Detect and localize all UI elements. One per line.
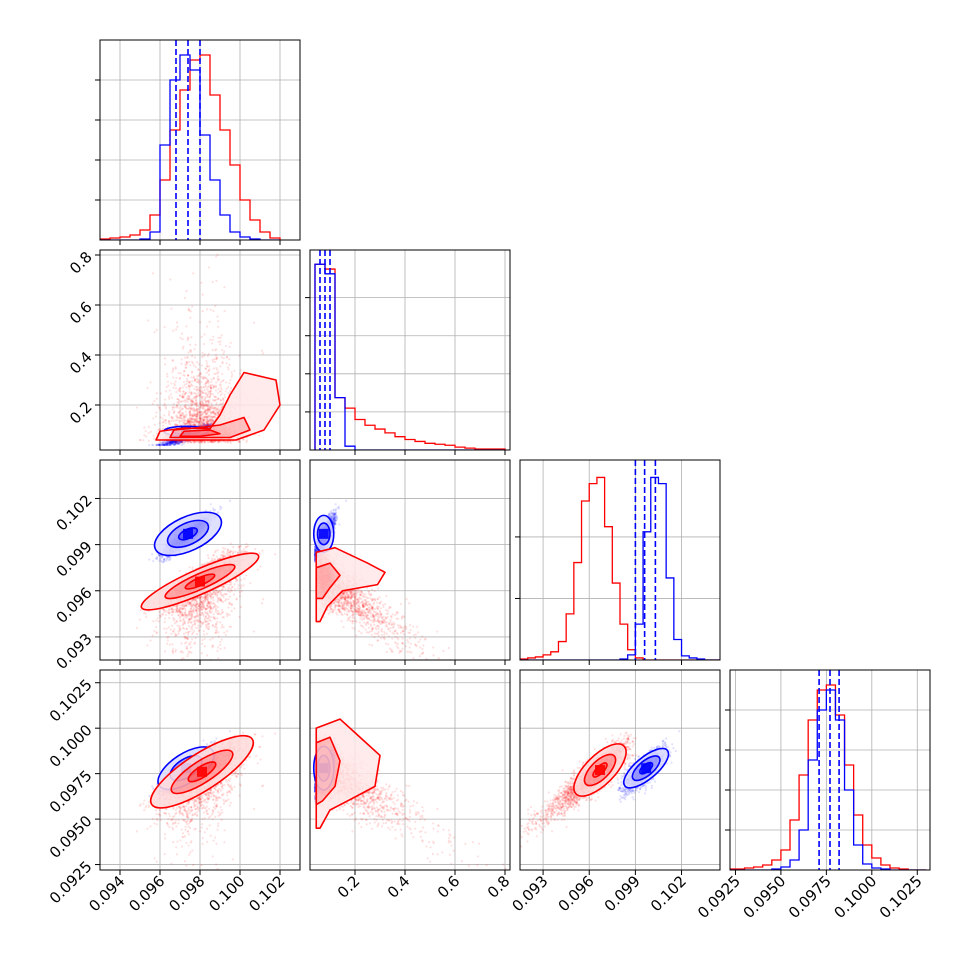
x-tick-label: 0.102: [647, 872, 690, 915]
y-tick-label: 0.099: [53, 538, 96, 581]
contour-line: [169, 416, 251, 439]
y-tick-label: 0.0950: [46, 812, 96, 862]
y-tick-label: 0.6: [66, 298, 96, 328]
density-peak: [641, 763, 652, 774]
contour-line: [315, 736, 341, 806]
contour-fill: [316, 719, 380, 829]
contour-line: [315, 718, 381, 829]
y-tick-label: 0.1025: [46, 676, 96, 726]
x-tick-label: 0.2: [334, 872, 364, 902]
density-peak: [197, 766, 207, 777]
panel-1-0: [95, 249, 301, 455]
density-peak: [183, 528, 193, 539]
panel-3-0: [95, 669, 301, 875]
x-tick-label: 0.4: [384, 872, 414, 902]
panel-frame: [309, 459, 511, 661]
x-tick-label: 0.093: [508, 872, 551, 915]
contour-line: [155, 371, 281, 441]
x-tick-label: 0.1000: [830, 872, 880, 922]
panel-3-3: [725, 669, 931, 875]
y-tick-label: 0.8: [66, 248, 96, 278]
x-tick-label: 0.100: [205, 872, 248, 915]
histogram-red: [100, 54, 281, 240]
histogram-blue: [730, 689, 927, 870]
panel-frame: [309, 249, 511, 451]
x-tick-label: 0.098: [165, 872, 208, 915]
panel-0-0: [95, 39, 301, 245]
contour-line: [315, 562, 341, 600]
x-tick-label: 0.0975: [785, 872, 835, 922]
x-tick-label: 0.096: [125, 872, 168, 915]
histogram-blue: [100, 54, 280, 240]
panel-2-0: [95, 459, 301, 665]
x-tick-label: 0.6: [434, 872, 464, 902]
panel-frame: [519, 669, 721, 871]
panel-3-1: [309, 669, 511, 875]
x-tick-label: 0.0950: [740, 872, 790, 922]
y-tick-label: 0.4: [66, 348, 96, 378]
y-tick-label: 0.1000: [46, 721, 96, 771]
panel-1-1: [305, 249, 511, 455]
x-tick-label: 0.096: [555, 872, 598, 915]
x-tick-label: 0.0925: [694, 872, 744, 922]
y-tick-label: 0.0975: [46, 767, 96, 817]
panel-2-1: [309, 459, 511, 665]
y-tick-label: 0.093: [53, 630, 96, 673]
histogram-blue: [520, 476, 720, 660]
x-tick-label: 0.8: [484, 872, 514, 902]
panel-2-2: [515, 459, 721, 665]
histogram-red: [520, 476, 720, 660]
y-tick-label: 0.096: [53, 584, 96, 627]
panel-frame: [309, 669, 511, 871]
panel-frame: [519, 459, 721, 661]
density-peak: [595, 765, 605, 775]
y-tick-label: 0.102: [53, 491, 96, 534]
x-tick-label: 0.1025: [876, 872, 926, 922]
x-tick-label: 0.102: [245, 872, 288, 915]
panel-3-2: [519, 669, 721, 875]
panel-frame: [729, 669, 931, 871]
density-peak: [195, 576, 205, 587]
histogram-blue: [314, 263, 505, 450]
density-peak: [318, 528, 329, 539]
x-tick-label: 0.099: [601, 872, 644, 915]
contour-fill: [156, 372, 280, 440]
histogram-red: [314, 263, 506, 450]
contour-line: [179, 429, 221, 438]
y-tick-label: 0.2: [66, 398, 96, 428]
x-tick-label: 0.094: [85, 872, 128, 915]
